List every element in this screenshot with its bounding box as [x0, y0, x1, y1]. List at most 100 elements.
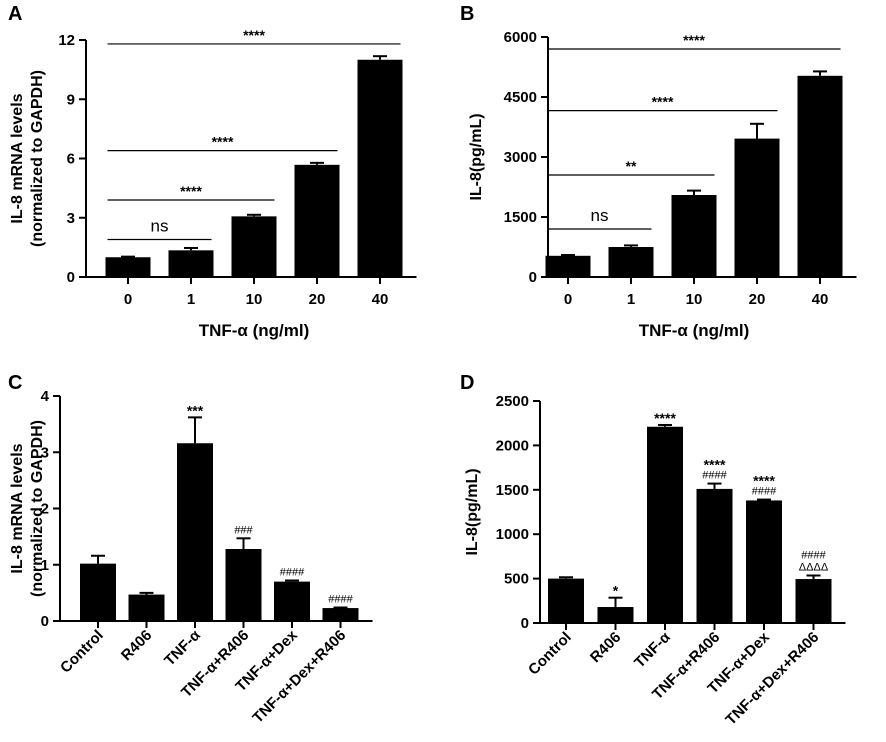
y-tick-label: 500: [504, 571, 529, 588]
y-tick-label: 2000: [496, 437, 529, 454]
significance-label: ****: [753, 473, 775, 489]
bar: [608, 247, 654, 277]
x-tick-label: TNF-α+Dex+R406: [722, 629, 822, 729]
bar: [357, 59, 403, 277]
significance-label: ****: [704, 457, 726, 473]
y-tick-label: 0: [529, 269, 537, 286]
y-tick-label: 1500: [496, 482, 529, 499]
bar: [696, 488, 733, 623]
significance-label: ####: [328, 594, 353, 606]
x-tick-label: Control: [57, 627, 107, 677]
y-tick-label: 2500: [496, 393, 529, 410]
panel-b: B 0 1500 3000 4500 6000 IL-8(pg/mL) 0 1 10 20 40 TNF…: [443, 0, 886, 371]
y-tick-label: 6: [67, 151, 75, 168]
y-tick-label: 6000: [504, 29, 537, 46]
panel-d: D 0 500 1000 1500 2000 2500 IL-8(pg/mL) Control R…: [443, 371, 886, 742]
y-tick-label: 3000: [504, 149, 537, 166]
panel-label: D: [460, 372, 474, 394]
x-tick-label: 1: [627, 291, 635, 308]
panel-label: A: [8, 3, 22, 25]
bar: [128, 594, 165, 621]
y-axis-label-line2: (normalized to GAPDH): [29, 70, 46, 247]
bar: [795, 579, 832, 623]
x-tick-label: 20: [309, 291, 326, 308]
significance-label: ####: [702, 470, 727, 482]
significance-label: ****: [243, 27, 265, 43]
y-axis-label: IL-8(pg/mL): [468, 113, 485, 200]
x-tick-label: 40: [372, 291, 389, 308]
significance-label: ****: [212, 134, 234, 150]
y-tick-label: 4: [41, 388, 50, 405]
x-tick-label: R406: [587, 629, 624, 666]
bar: [177, 443, 213, 621]
y-axis-label: IL-8 mRNA levels: [9, 93, 26, 223]
x-tick-label: 20: [749, 291, 766, 308]
bar: [294, 164, 340, 277]
significance-label: ####: [280, 567, 305, 579]
panel-a: A 0 3 6 9 12 IL-8 mRNA levels (normalized to GA…: [0, 0, 443, 371]
x-tick-label: 10: [686, 291, 703, 308]
chart-d: D 0 500 1000 1500 2000 2500 IL-8(pg/mL) Control R…: [460, 372, 846, 729]
y-tick-label: 1500: [504, 209, 537, 226]
x-tick-label: TNF-α: [631, 628, 674, 671]
panel-label: B: [460, 3, 474, 25]
x-axis-label: TNF-α (ng/ml): [199, 321, 310, 340]
significance-label: ****: [654, 410, 676, 426]
y-tick-label: 3: [41, 444, 49, 461]
significance-label: ***: [187, 402, 204, 418]
bar: [746, 500, 782, 623]
y-tick-label: 0: [521, 615, 529, 632]
y-axis-label-line2: (normalized to GAPDH): [29, 420, 46, 597]
x-tick-label: TNF-α+Dex+R406: [249, 627, 349, 727]
x-tick-label: R406: [118, 627, 155, 664]
y-axis-label: IL-8 mRNA levels: [9, 443, 26, 573]
bar: [80, 563, 116, 621]
y-tick-label: 9: [67, 91, 75, 108]
significance-label: ****: [180, 183, 202, 199]
y-tick-label: 4500: [504, 89, 537, 106]
significance-label: ns: [151, 216, 169, 235]
significance-label: ****: [683, 32, 705, 48]
panel-label: C: [8, 372, 22, 394]
significance-label: ns: [591, 206, 609, 225]
x-tick-label: Control: [525, 629, 575, 679]
panel-c: C 0 1 2 3 4 IL-8 mRNA levels (normalized to GAP…: [0, 371, 443, 742]
bar: [168, 250, 214, 277]
x-tick-label: 1: [187, 291, 195, 308]
bar: [647, 426, 683, 623]
y-tick-label: 0: [41, 613, 49, 630]
significance-label: ###: [234, 524, 253, 536]
y-axis-label: IL-8(pg/mL): [464, 468, 481, 555]
significance-label: ****: [652, 94, 674, 110]
bar: [231, 216, 277, 277]
bar: [545, 255, 591, 277]
bar: [274, 581, 310, 621]
x-tick-label: TNF-α: [161, 626, 204, 669]
x-tick-label: 40: [812, 291, 829, 308]
bar: [322, 608, 359, 621]
bar: [671, 195, 717, 277]
y-tick-label: 12: [58, 32, 75, 49]
x-tick-label: 0: [124, 291, 132, 308]
bar: [797, 75, 843, 277]
x-axis-label: TNF-α (ng/ml): [639, 321, 750, 340]
significance-label: ####: [752, 486, 777, 498]
significance-label: ####: [801, 549, 826, 561]
chart-c: C 0 1 2 3 4 IL-8 mRNA levels (normalized to GAP…: [8, 372, 373, 727]
bar: [597, 607, 634, 623]
bar: [225, 549, 262, 621]
x-tick-label: 10: [246, 291, 263, 308]
significance-label: **: [626, 158, 637, 174]
y-tick-label: 3: [67, 210, 75, 227]
y-tick-label: 1000: [496, 526, 529, 543]
significance-label: ΔΔΔΔ: [799, 561, 829, 573]
y-tick-label: 0: [67, 269, 75, 286]
y-tick-label: 1: [41, 557, 49, 574]
chart-a: A 0 3 6 9 12 IL-8 mRNA levels (normalized to GA…: [8, 3, 417, 340]
chart-b: B 0 1500 3000 4500 6000 IL-8(pg/mL) 0 1 10 20 40 TNF…: [460, 3, 857, 340]
x-tick-label: 0: [564, 291, 572, 308]
bar: [734, 138, 780, 277]
bar: [548, 578, 584, 623]
bar: [105, 257, 151, 277]
y-tick-label: 2: [41, 501, 49, 518]
